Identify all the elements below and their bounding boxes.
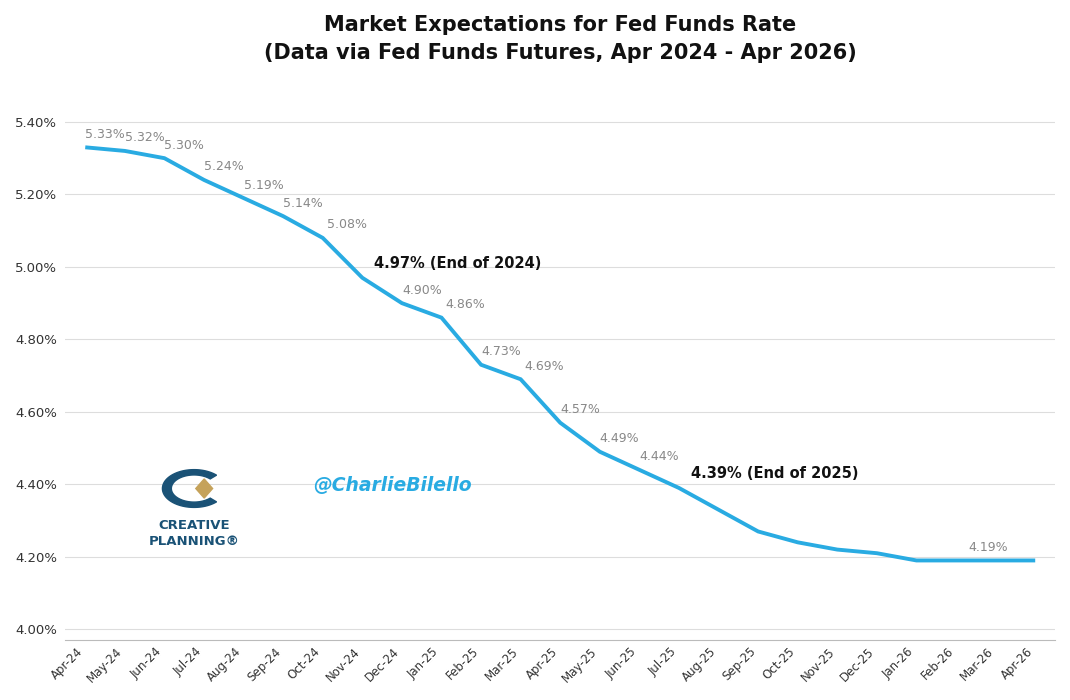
Text: 4.19%: 4.19% bbox=[968, 541, 1008, 554]
Text: 4.73%: 4.73% bbox=[482, 345, 521, 358]
Polygon shape bbox=[196, 479, 213, 498]
Polygon shape bbox=[163, 470, 216, 508]
Text: 4.97% (End of 2024): 4.97% (End of 2024) bbox=[374, 256, 541, 270]
Text: 5.08%: 5.08% bbox=[326, 218, 367, 232]
Text: 5.30%: 5.30% bbox=[165, 139, 204, 152]
Text: 4.49%: 4.49% bbox=[600, 432, 640, 445]
Text: 4.57%: 4.57% bbox=[561, 403, 600, 416]
Text: 4.90%: 4.90% bbox=[402, 284, 442, 297]
Text: @CharlieBilello: @CharlieBilello bbox=[312, 476, 472, 495]
Text: CREATIVE
PLANNING®: CREATIVE PLANNING® bbox=[149, 519, 240, 548]
Title: Market Expectations for Fed Funds Rate
(Data via Fed Funds Futures, Apr 2024 - A: Market Expectations for Fed Funds Rate (… bbox=[264, 15, 857, 63]
Text: 4.39% (End of 2025): 4.39% (End of 2025) bbox=[691, 466, 858, 481]
Text: 4.69%: 4.69% bbox=[524, 360, 564, 372]
Text: 5.24%: 5.24% bbox=[204, 160, 244, 174]
Text: 5.33%: 5.33% bbox=[86, 128, 125, 141]
Text: 4.86%: 4.86% bbox=[445, 298, 485, 311]
Text: 5.14%: 5.14% bbox=[284, 197, 323, 209]
Text: 5.32%: 5.32% bbox=[125, 132, 165, 144]
Text: 5.19%: 5.19% bbox=[244, 178, 284, 192]
Text: 4.44%: 4.44% bbox=[640, 450, 679, 463]
